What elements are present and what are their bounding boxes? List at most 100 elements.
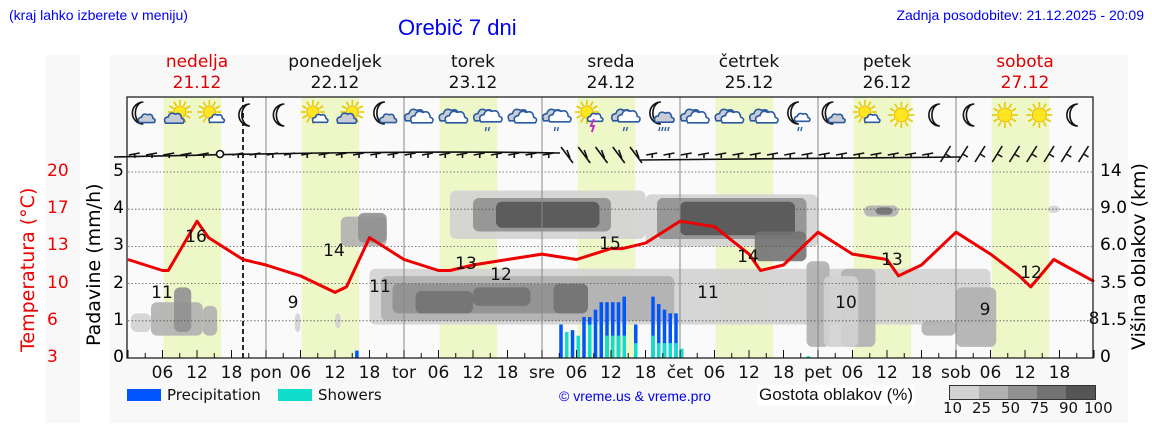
x-tick-label: 12 (324, 363, 346, 383)
cloud-icon (403, 108, 434, 124)
precipitation-tick: 3 (113, 235, 124, 256)
cloud-height-tick: 14 (1100, 161, 1122, 181)
moon-icon (928, 103, 940, 127)
x-tick-label: 12 (462, 363, 484, 383)
temperature-label: 13 (455, 254, 477, 274)
day-name: ponedeljek (288, 52, 382, 72)
temperature-label: 9 (980, 300, 991, 320)
day-date: 26.12 (862, 73, 912, 93)
x-tick-label: 12 (186, 363, 208, 383)
day-header-2: torek 23.12 (408, 52, 538, 94)
day-name: četrtek (718, 52, 780, 72)
temperature-label: 14 (737, 247, 759, 267)
x-tick-label: pon (250, 363, 282, 383)
moon-icon (238, 103, 250, 127)
x-tick-label: 18 (773, 363, 795, 383)
sun-thunderstorm-icon (574, 100, 604, 133)
temperature-tick: 3 (47, 347, 58, 367)
temperature-tick: 13 (47, 235, 69, 256)
cloud-icon (679, 108, 710, 124)
day-date: 21.12 (172, 73, 222, 93)
day-header-4: četrtek 25.12 (684, 52, 814, 94)
colorbar-segment (1037, 386, 1066, 399)
sun-cloud-small-icon (300, 100, 329, 124)
day-name: sobota (996, 52, 1054, 72)
wind-barbs (113, 145, 1090, 164)
moon-heavy-rain-icon (649, 101, 675, 132)
colorbar-tick: 25 (972, 399, 992, 417)
x-tick-label: 06 (842, 363, 864, 383)
temperature-label: 8 (1089, 309, 1100, 329)
colorbar-tick: 90 (1059, 399, 1079, 417)
temperature-label: 9 (288, 293, 299, 313)
moon-icon (962, 103, 975, 127)
temperature-label: 14 (323, 241, 345, 261)
day-name: nedelja (165, 52, 229, 72)
cloud-rain-icon (541, 108, 572, 132)
precipitation-legend-swatch (127, 389, 161, 401)
colorbar-segment (1008, 386, 1037, 399)
cloud-icon (714, 108, 745, 124)
daylight-band (991, 97, 1050, 358)
day-date: 25.12 (724, 73, 774, 93)
colorbar-tick: 100 (1084, 399, 1113, 417)
temperature-label: 12 (1020, 263, 1042, 283)
day-date: 24.12 (586, 73, 636, 93)
page-title: Orebič 7 dni (398, 15, 517, 40)
cloud-height-tick: 3.5 (1100, 272, 1128, 293)
cloud-icon (748, 108, 779, 124)
x-tick-label: 12 (1014, 363, 1036, 383)
temperature-label: 11 (369, 277, 391, 297)
x-tick-label: 12 (600, 363, 622, 383)
cloud-density-colorbar (949, 385, 1096, 400)
moon-cloud-icon (131, 101, 156, 125)
credit-link[interactable]: © vreme.us & vreme.pro (559, 388, 711, 404)
sun-icon (888, 102, 915, 128)
x-tick-label: 18 (359, 363, 381, 383)
x-tick-label: pet (804, 363, 832, 383)
cloud-height-tick: 0 (1100, 347, 1111, 367)
moon-icon (272, 103, 285, 127)
cloud-rain-icon (472, 108, 503, 132)
x-tick-label: 12 (738, 363, 760, 383)
x-tick-label: 06 (428, 363, 450, 383)
x-tick-label: 06 (566, 363, 588, 383)
sun-cloud-small-icon (852, 100, 881, 124)
x-axis: 06 12 18 pon 06 12 18 tor 06 12 18 sre 06 12 18 čet 06 12… (127, 350, 1095, 383)
day-header-0: nedelja 21.12 (132, 52, 262, 94)
x-tick-label: 06 (152, 363, 174, 383)
last-updated: Zadnja posodobitev: 21.12.2025 - 20:09 (896, 7, 1144, 23)
cloud-height-tick: 1.5 (1100, 309, 1128, 330)
temperature-label: 15 (599, 234, 621, 254)
x-tick-label: 06 (704, 363, 726, 383)
moon-rain-icon (787, 101, 811, 132)
colorbar-tick: 50 (1001, 399, 1021, 417)
precipitation-tick: 4 (113, 198, 124, 219)
day-header-5: petek 26.12 (822, 52, 952, 94)
precipitation-tick: 0 (113, 347, 124, 367)
day-name: sreda (587, 52, 635, 72)
temperature-tick: 17 (47, 198, 69, 219)
day-header-1: ponedeljek 22.12 (270, 52, 400, 94)
temperature-label: 11 (697, 283, 719, 303)
sun-icon (991, 102, 1018, 128)
colorbar-segment (979, 386, 1008, 399)
x-tick-label: sob (941, 363, 971, 383)
precipitation-bars (355, 296, 810, 358)
x-tick-label: 06 (290, 363, 312, 383)
temperature-label: 11 (151, 283, 173, 303)
x-tick-label: 18 (635, 363, 657, 383)
cloud-height-tick: 6.0 (1100, 235, 1128, 256)
cloud-icon (438, 108, 469, 124)
colorbar-segment (1066, 386, 1095, 399)
cloud-height-tick: 9.0 (1100, 198, 1128, 219)
plot-frame (126, 96, 1094, 359)
x-tick-label: tor (392, 363, 416, 383)
weather-icons (131, 100, 1078, 133)
x-tick-label: 18 (1049, 363, 1071, 383)
day-header-3: sreda 24.12 (546, 52, 676, 94)
moon-cloud-icon (373, 101, 398, 125)
colorbar-tick: 75 (1030, 399, 1050, 417)
x-tick-label: čet (667, 363, 694, 383)
